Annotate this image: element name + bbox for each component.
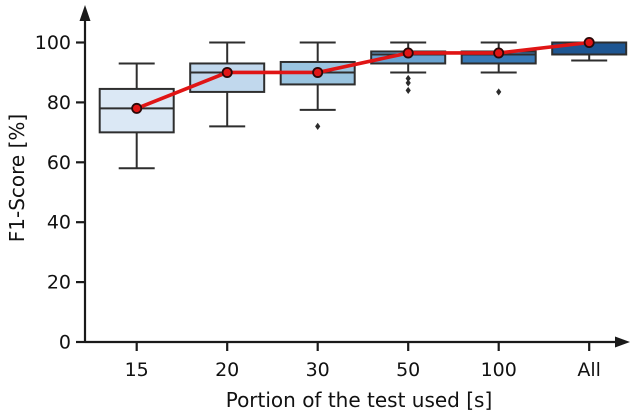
mean-marker — [221, 66, 233, 78]
x-tick-label: 20 — [215, 359, 239, 381]
outlier-diamond-icon — [405, 86, 411, 95]
y-tick-label: 40 — [47, 212, 71, 234]
y-tick-label: 100 — [35, 32, 71, 54]
mean-marker — [312, 66, 324, 78]
y-axis-arrow-icon — [79, 5, 91, 21]
mean-line — [134, 40, 592, 111]
x-tick-label: 100 — [481, 359, 517, 381]
mean-marker — [131, 102, 143, 114]
mean-marker — [583, 37, 595, 49]
outlier-diamond-icon — [405, 79, 411, 87]
y-tick-label: 80 — [47, 92, 71, 114]
mean-marker — [493, 47, 505, 59]
x-tick-label: 30 — [306, 359, 330, 381]
y-tick-label: 0 — [59, 332, 71, 354]
outlier-diamond-icon — [405, 74, 411, 83]
y-tick-label: 20 — [47, 272, 71, 294]
x-axis-arrow-icon — [615, 336, 630, 348]
y-axis-label: F1-Score [%] — [5, 114, 29, 242]
x-tick-label: 50 — [396, 359, 420, 381]
outlier-diamond-icon — [496, 88, 502, 96]
x-axis-label: Portion of the test used [s] — [226, 388, 493, 412]
x-tick-label: All — [577, 359, 601, 381]
x-tick-label: 15 — [125, 359, 149, 381]
mean-marker — [402, 47, 414, 59]
y-tick-label: 60 — [47, 152, 71, 174]
outlier-diamond-icon — [315, 122, 321, 130]
plot-area: 0 20 40 60 80 100 15 20 30 50 100 All — [35, 5, 630, 381]
